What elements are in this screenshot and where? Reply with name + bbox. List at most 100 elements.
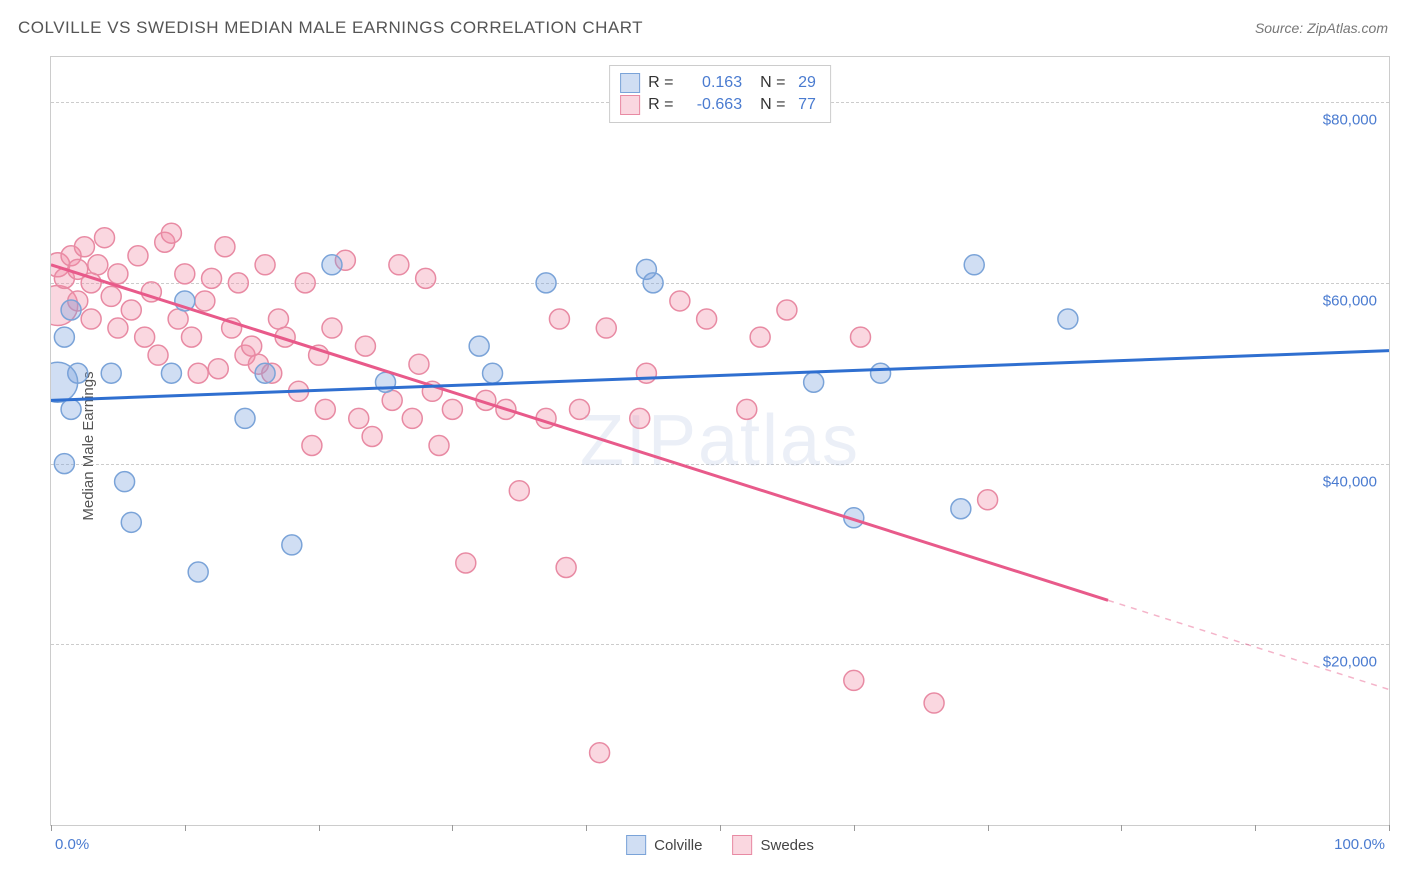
x-tick-label: 100.0%: [1334, 836, 1385, 853]
swatch-blue: [620, 73, 640, 93]
data-point: [115, 472, 135, 492]
data-point: [549, 309, 569, 329]
data-point: [121, 300, 141, 320]
data-point: [208, 359, 228, 379]
data-point: [175, 264, 195, 284]
legend-row: R = 0.163 N = 29: [620, 72, 816, 94]
data-point: [978, 490, 998, 510]
data-point: [255, 363, 275, 383]
x-tick: [1121, 825, 1122, 831]
data-point: [235, 408, 255, 428]
data-point: [590, 743, 610, 763]
correlation-legend: R = 0.163 N = 29 R = -0.663 N = 77: [609, 65, 831, 123]
data-point: [135, 327, 155, 347]
n-value: 77: [798, 94, 816, 116]
n-label: N =: [760, 94, 790, 116]
data-point: [161, 363, 181, 383]
legend-label: Colville: [654, 837, 702, 854]
data-point: [844, 670, 864, 690]
data-point: [951, 499, 971, 519]
data-point: [322, 255, 342, 275]
data-point: [636, 363, 656, 383]
data-point: [382, 390, 402, 410]
r-value: 0.163: [688, 72, 742, 94]
data-point: [355, 336, 375, 356]
n-value: 29: [798, 72, 816, 94]
legend-row: R = -0.663 N = 77: [620, 94, 816, 116]
data-point: [195, 291, 215, 311]
data-point: [750, 327, 770, 347]
x-tick: [185, 825, 186, 831]
data-point: [161, 223, 181, 243]
data-point: [128, 246, 148, 266]
r-value: -0.663: [688, 94, 742, 116]
data-point: [228, 273, 248, 293]
data-point: [737, 399, 757, 419]
r-label: R =: [648, 72, 680, 94]
data-point: [570, 399, 590, 419]
data-point: [108, 318, 128, 338]
x-tick: [586, 825, 587, 831]
data-point: [596, 318, 616, 338]
data-point: [188, 562, 208, 582]
data-point: [215, 237, 235, 257]
plot-area: ZIPatlas R = 0.163 N = 29 R = -0.663 N =…: [50, 56, 1390, 826]
data-point: [429, 436, 449, 456]
data-point: [101, 363, 121, 383]
data-point: [61, 399, 81, 419]
data-point: [268, 309, 288, 329]
data-point: [255, 255, 275, 275]
data-point: [389, 255, 409, 275]
data-point: [148, 345, 168, 365]
r-label: R =: [648, 94, 680, 116]
data-point: [74, 237, 94, 257]
swatch-pink: [732, 835, 752, 855]
data-point: [168, 309, 188, 329]
data-point: [850, 327, 870, 347]
x-tick: [452, 825, 453, 831]
swatch-pink: [620, 95, 640, 115]
legend-item-colville: Colville: [626, 835, 702, 855]
data-point: [54, 454, 74, 474]
data-point: [1058, 309, 1078, 329]
data-point: [556, 557, 576, 577]
chart-svg: [51, 57, 1389, 825]
x-tick: [51, 825, 52, 831]
data-point: [402, 408, 422, 428]
n-label: N =: [760, 72, 790, 94]
data-point: [242, 336, 262, 356]
data-point: [61, 300, 81, 320]
data-point: [54, 327, 74, 347]
data-point: [416, 268, 436, 288]
x-tick: [988, 825, 989, 831]
data-point: [483, 363, 503, 383]
regression-line-dashed: [1108, 600, 1389, 689]
data-point: [181, 327, 201, 347]
data-point: [469, 336, 489, 356]
data-point: [282, 535, 302, 555]
data-point: [409, 354, 429, 374]
source-label: Source: ZipAtlas.com: [1255, 20, 1388, 36]
x-tick-label: 0.0%: [55, 836, 89, 853]
legend-label: Swedes: [760, 837, 813, 854]
data-point: [315, 399, 335, 419]
data-point: [670, 291, 690, 311]
data-point: [924, 693, 944, 713]
data-point: [509, 481, 529, 501]
data-point: [349, 408, 369, 428]
data-point: [202, 268, 222, 288]
swatch-blue: [626, 835, 646, 855]
legend-item-swedes: Swedes: [732, 835, 813, 855]
data-point: [121, 512, 141, 532]
data-point: [101, 286, 121, 306]
data-point: [188, 363, 208, 383]
data-point: [964, 255, 984, 275]
chart-title: COLVILLE VS SWEDISH MEDIAN MALE EARNINGS…: [18, 18, 643, 37]
data-point: [804, 372, 824, 392]
data-point: [95, 228, 115, 248]
x-tick: [319, 825, 320, 831]
data-point: [697, 309, 717, 329]
data-point: [456, 553, 476, 573]
x-tick: [1255, 825, 1256, 831]
data-point: [108, 264, 128, 284]
